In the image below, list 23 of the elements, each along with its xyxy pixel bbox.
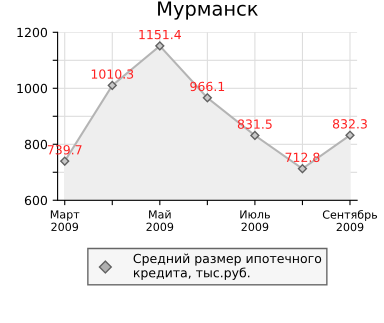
- point: [202, 93, 212, 102]
- y-tick-label: 800: [24, 140, 48, 150]
- x-tick-label: Май 2009: [146, 210, 174, 232]
- chart-title: Мурманск: [158, 1, 258, 20]
- point: [60, 156, 70, 166]
- point: [108, 80, 117, 90]
- legend-label: Средний размер ипотечного кредита, тыс.руб.: [134, 254, 322, 280]
- y-tick-label: 1000: [17, 84, 48, 94]
- data-label: 966.1: [190, 82, 224, 92]
- y-tick-label: 600: [24, 196, 48, 206]
- point: [155, 41, 164, 51]
- point: [250, 130, 260, 140]
- point: [345, 130, 355, 140]
- data-label: 1151.4: [139, 30, 181, 40]
- data-label: 832.3: [332, 119, 367, 129]
- x-tick-label: Март 2009: [50, 210, 80, 232]
- data-label: 831.5: [238, 119, 272, 129]
- point: [298, 164, 308, 174]
- x-tick-label: Сентябрь 2009: [322, 210, 378, 232]
- data-label: 712.8: [286, 152, 320, 162]
- data-label: 1010.3: [92, 69, 134, 79]
- y-tick-label: 1200: [17, 28, 48, 38]
- x-tick-label: Июль 2009: [240, 210, 270, 232]
